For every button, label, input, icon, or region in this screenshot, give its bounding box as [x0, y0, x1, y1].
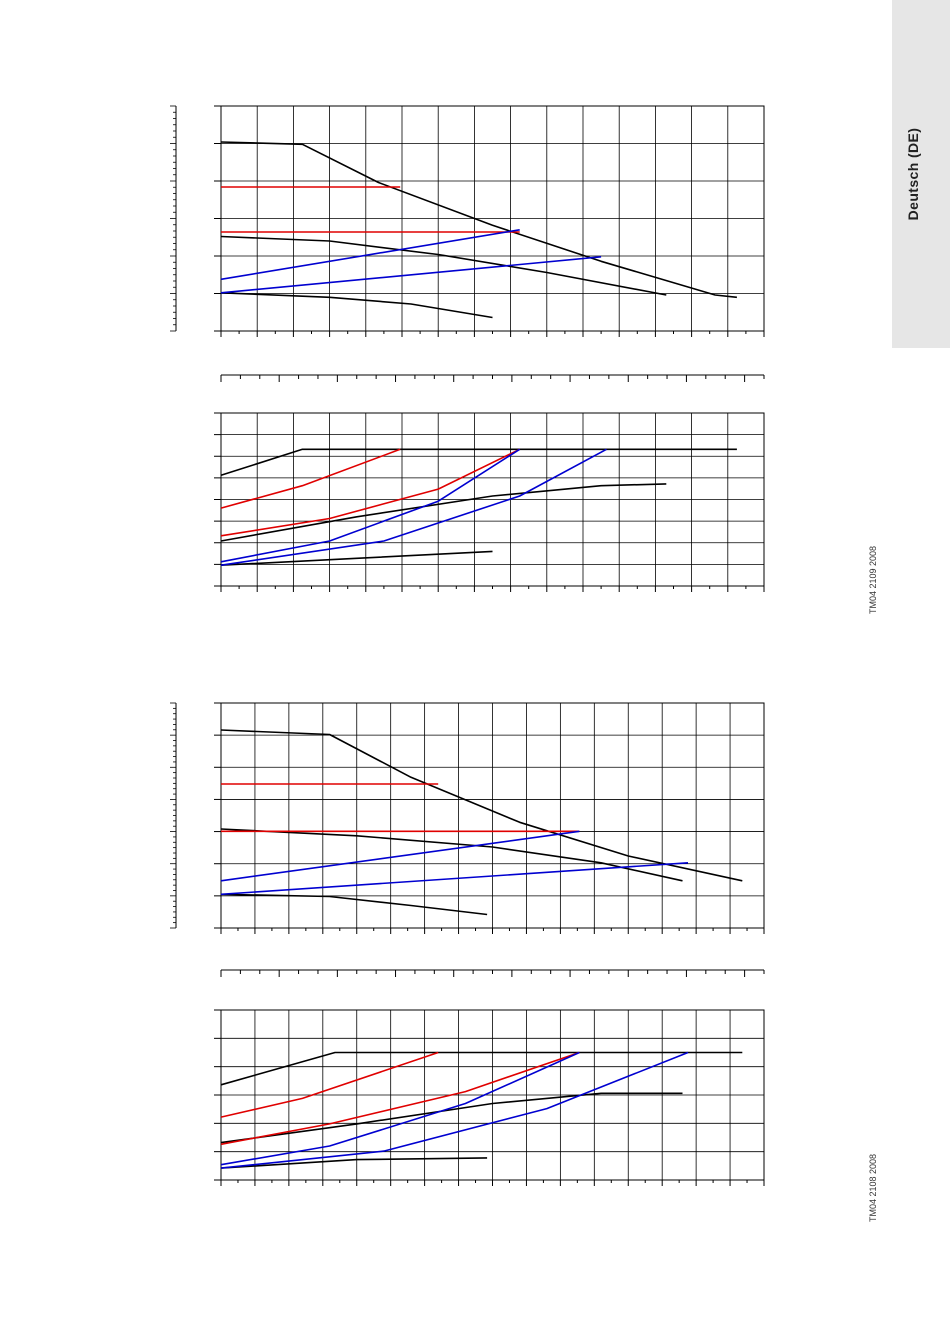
blue-curve-7: [220, 862, 689, 896]
red-curve-4: [220, 448, 401, 509]
blue-curve-7: [220, 1051, 689, 1169]
black-curve-2: [220, 828, 683, 882]
black-curve-1: [220, 141, 737, 299]
blue-curve-6: [220, 448, 521, 563]
language-tab: Deutsch (DE): [892, 0, 950, 348]
black-curve-3: [220, 550, 493, 566]
black-curve-3: [220, 1157, 488, 1169]
red-curve-5: [220, 448, 521, 537]
blue-curve-7: [220, 256, 602, 294]
black-curve-2: [220, 1092, 683, 1144]
blue-curve-7: [220, 448, 607, 566]
red-curve-5: [220, 1051, 580, 1146]
blue-curve-6: [220, 830, 580, 882]
black-curve-1: [220, 1051, 743, 1086]
black-curve-2: [220, 235, 667, 296]
red-curve-4: [220, 1051, 439, 1118]
black-curve-1: [220, 729, 743, 882]
blue-curve-6: [220, 1051, 580, 1166]
blue-curve-6: [220, 229, 520, 281]
black-curve-3: [220, 893, 488, 916]
black-curve-3: [220, 292, 493, 319]
black-curve-1: [220, 448, 737, 477]
black-curve-2: [220, 483, 667, 542]
